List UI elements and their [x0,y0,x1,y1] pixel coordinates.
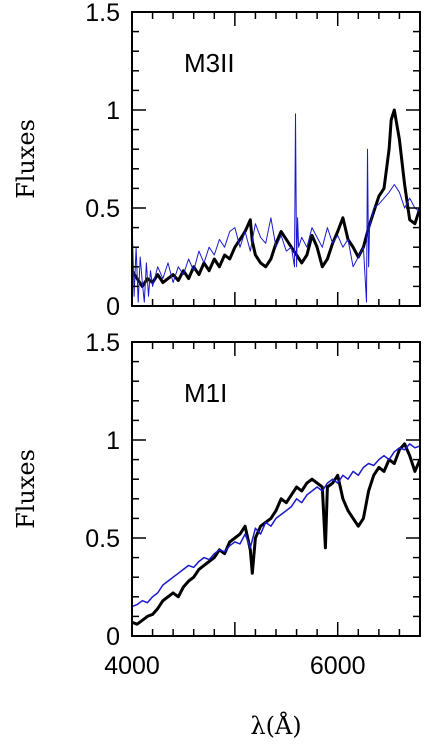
y-tick-label: 1.5 [85,0,120,27]
series-group [132,442,420,626]
panel-m3ii: 0 0.5 1 1.5 Fluxes M3II [12,0,421,321]
panel-m1i: 0 0.5 1 1.5 4000 6000 Fluxes λ(Å) M1I [12,329,421,740]
y-tick-label: 0 [106,623,120,651]
series-group [132,108,420,303]
series-line-0 [132,108,420,288]
panel-label: M1I [184,378,227,408]
panel-label: M3II [184,48,235,78]
y-axis-title: Fluxes [12,449,40,529]
series-line-1 [132,443,420,608]
y-tick-label: 0.5 [85,525,120,553]
y-tick-label: 0.5 [85,195,120,223]
y-tick-label: 0 [106,293,120,321]
y-tick-label: 1.5 [85,329,120,357]
y-tick-label: 1 [106,97,120,125]
x-tick-label: 4000 [104,652,160,680]
x-axis-title: λ(Å) [250,711,301,740]
y-tick-label: 1 [106,427,120,455]
plot-frame [131,341,421,637]
plot-frame [131,11,421,307]
series-line-1 [132,113,420,303]
series-line-0 [132,442,420,626]
x-tick-label: 6000 [310,652,366,680]
y-axis-title: Fluxes [12,119,40,199]
